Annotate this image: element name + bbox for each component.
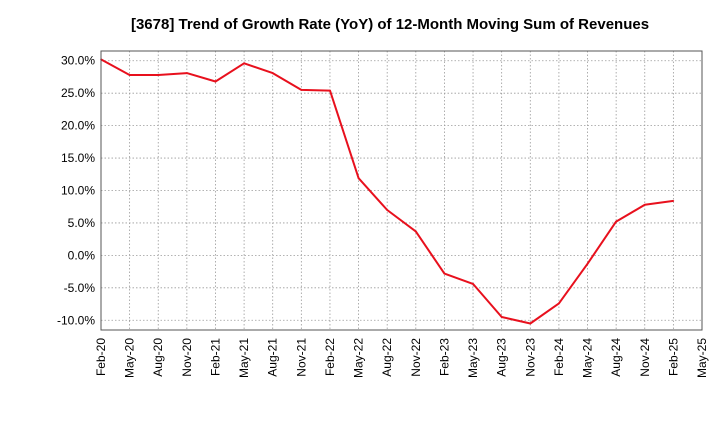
x-tick-label: Nov-22 [409, 338, 423, 377]
y-tick-label: 10.0% [61, 184, 95, 198]
data-point [643, 203, 646, 206]
data-point [300, 89, 303, 91]
data-point [472, 283, 474, 285]
data-point [243, 62, 245, 65]
data-point [329, 89, 331, 92]
x-tick-label: Feb-22 [323, 338, 337, 376]
data-point [529, 322, 532, 325]
x-tick-label: May-25 [695, 338, 709, 378]
y-tick-label: 5.0% [68, 216, 96, 230]
series-layer [100, 58, 675, 325]
y-tick-label: 25.0% [61, 86, 95, 100]
y-axis-tick-labels: 30.0% 25.0% 20.0% 15.0% 10.0% 5.0% 0.0% -5.0% -1… [57, 54, 95, 328]
data-point [500, 316, 503, 318]
x-tick-label: May-20 [123, 338, 137, 378]
x-tick-label: Nov-24 [638, 338, 652, 377]
data-point [214, 80, 217, 83]
x-tick-label: May-22 [352, 338, 366, 378]
x-tick-label: Feb-23 [437, 338, 451, 376]
x-tick-label: May-21 [237, 338, 251, 378]
data-point [157, 74, 160, 76]
x-tick-label: May-23 [466, 338, 480, 378]
data-point [186, 72, 188, 74]
x-tick-label: Nov-23 [523, 338, 537, 377]
data-point [558, 302, 560, 305]
x-tick-label: Aug-23 [495, 338, 509, 377]
data-point [357, 177, 360, 179]
plot-frame [100, 50, 703, 331]
y-tick-label: 20.0% [61, 119, 95, 133]
x-tick-label: Aug-20 [151, 338, 165, 377]
y-tick-label: -10.0% [57, 313, 95, 327]
data-point [128, 74, 131, 76]
y-tick-label: -5.0% [64, 281, 96, 295]
grid-lines [100, 51, 703, 330]
y-tick-label: 30.0% [61, 54, 95, 68]
y-tick-label: 0.0% [68, 248, 96, 262]
x-tick-label: Feb-20 [94, 338, 108, 376]
x-tick-label: Aug-22 [380, 338, 394, 377]
data-point [443, 272, 446, 275]
data-point [271, 72, 274, 74]
x-tick-label: Feb-24 [552, 338, 566, 376]
x-tick-label: Feb-21 [208, 338, 222, 376]
data-point [672, 200, 675, 202]
x-tick-label: Feb-25 [666, 338, 680, 376]
x-axis-tick-labels: Feb-20 May-20 Aug-20 Nov-20 Feb-21 May-21 Aug-… [94, 338, 709, 378]
x-tick-label: May-24 [581, 338, 595, 378]
x-tick-label: Nov-20 [180, 338, 194, 377]
x-tick-label: Nov-21 [294, 338, 308, 377]
data-point [615, 220, 617, 223]
x-tick-label: Aug-21 [266, 338, 280, 377]
data-point [586, 263, 589, 265]
y-tick-label: 15.0% [61, 151, 95, 165]
data-point [415, 230, 417, 233]
chart-title: [3678] Trend of Growth Rate (YoY) of 12-… [131, 16, 649, 33]
x-tick-label: Aug-24 [609, 338, 623, 377]
data-point [386, 209, 388, 211]
